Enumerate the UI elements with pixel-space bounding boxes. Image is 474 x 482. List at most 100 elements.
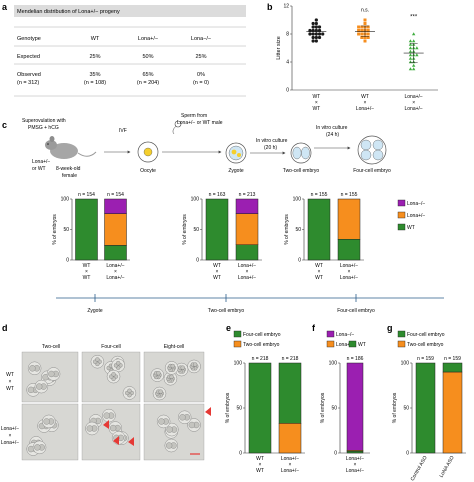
y-axis-label: % of embryos — [284, 214, 290, 245]
embryo — [187, 418, 201, 432]
embryo — [174, 362, 189, 377]
data-point — [360, 36, 364, 39]
zona-pellucida — [152, 386, 167, 401]
n-label: n = 159 — [417, 356, 434, 362]
data-point — [317, 28, 322, 33]
blastomere — [111, 372, 116, 377]
n-label: n = 218 — [252, 356, 269, 362]
legend-label: Two-cell embryo — [407, 342, 444, 348]
y-axis-label: % of embryos — [182, 214, 188, 245]
micrograph-row-label: Lona+/− — [1, 440, 19, 446]
two-cell-label: Two-cell embryo — [283, 168, 320, 174]
legend-swatch — [397, 223, 406, 231]
table-header-wt: WT — [91, 36, 100, 42]
y-tick-label: 100 — [293, 197, 302, 203]
micrograph-row-label: × — [9, 379, 12, 385]
data-point — [408, 49, 413, 53]
y-axis-label: Litter size — [276, 36, 282, 60]
timeline-label: Two-cell embryo — [208, 308, 245, 314]
x-category-label: Lona+/− — [281, 468, 299, 474]
data-point — [408, 46, 413, 50]
oocyte-label: Oocyte — [140, 168, 156, 174]
y-tick-label: 100 — [191, 197, 200, 203]
bar-segment-green — [442, 362, 463, 373]
y-tick-label: 0 — [286, 88, 289, 94]
culture-label-1: In vitro culture — [256, 138, 288, 144]
timeline-label: Zygote — [87, 308, 103, 314]
embryo-micrographs — [21, 351, 211, 461]
legend-label: Lona+/− — [407, 213, 425, 219]
x-category-label: WT — [315, 263, 323, 269]
ivf-schematic: Superovulation with PMSG + hCG Lona+/− o… — [22, 113, 391, 179]
blastomere — [103, 412, 110, 419]
y-tick-label: 0 — [196, 258, 199, 264]
data-point — [415, 46, 419, 50]
bar-segment-green — [307, 198, 331, 261]
blastomere — [27, 386, 35, 394]
data-point — [411, 39, 416, 43]
embryo — [165, 422, 179, 437]
zygote-icon — [225, 142, 247, 164]
oocyte-icon — [137, 141, 159, 163]
legend-label: WT — [407, 225, 415, 231]
blastomere — [156, 371, 161, 376]
table-title-band — [14, 5, 246, 17]
data-point — [360, 29, 364, 32]
legend-swatch — [233, 330, 242, 338]
x-category-label: × — [114, 269, 117, 275]
bar-segment-green — [346, 450, 364, 454]
blastomere — [36, 383, 43, 390]
panel-label-a: a — [2, 2, 8, 12]
n-label: n = 163 — [209, 192, 226, 198]
sperm-genotype-label: Lona+/− or WT male — [177, 120, 223, 126]
legend-label: WT — [358, 342, 366, 348]
arrowhead-icon — [205, 407, 211, 416]
blastomere — [165, 442, 173, 449]
embryo — [163, 372, 178, 386]
data-point — [366, 32, 370, 36]
table-subcell: (n = 108) — [84, 80, 106, 86]
data-point — [314, 39, 318, 43]
embryo — [85, 421, 99, 436]
panel-label-e: e — [226, 323, 231, 333]
culture-time-2: (24 h) — [326, 132, 339, 138]
bar-segment-orange — [278, 423, 302, 454]
x-category-label: × — [364, 100, 367, 106]
data-point — [363, 22, 367, 25]
bar-segment-green — [75, 198, 98, 261]
zona-pellucida — [90, 355, 105, 369]
x-category-label: × — [246, 269, 249, 275]
y-tick-label: 50 — [63, 227, 69, 233]
zona-pellucida — [164, 361, 179, 375]
female-genotype-label-2: or WT — [32, 166, 46, 172]
table-cell: 50% — [142, 54, 153, 60]
zona-pellucida — [187, 359, 201, 374]
legend-swatch — [397, 211, 406, 219]
embryo — [42, 414, 56, 429]
x-category-label: Lona+/− — [346, 468, 364, 474]
arrowhead-icon — [128, 437, 134, 446]
bar-segment-orange — [442, 371, 463, 454]
female-genotype-label: Lona+/− — [32, 159, 50, 165]
embryo — [90, 355, 105, 369]
timeline-label: Four-cell embryo — [337, 308, 375, 314]
x-category-label: WT — [315, 275, 323, 281]
x-category-label: Control ASO — [410, 455, 429, 482]
x-category-label: Lona+/− — [346, 456, 364, 462]
data-point — [408, 39, 413, 43]
data-point — [311, 28, 315, 33]
x-category-label: × — [259, 462, 262, 468]
culture-label-2: In vitro culture — [316, 125, 348, 131]
data-point — [408, 56, 413, 60]
superovulation-label: Superovulation with — [22, 118, 66, 124]
data-point — [317, 32, 322, 36]
data-point — [408, 60, 413, 64]
blastomere — [95, 357, 100, 362]
bar-segment-orange — [235, 213, 259, 245]
embryo — [150, 368, 165, 382]
bar-segment-green — [104, 245, 127, 261]
y-tick-label: 50 — [295, 227, 301, 233]
bar-segment-orange — [337, 198, 361, 240]
table-header-genotype: Genotype — [17, 36, 41, 42]
embryo — [106, 369, 121, 384]
